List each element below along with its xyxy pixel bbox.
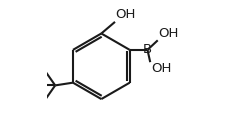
- Text: B: B: [142, 43, 151, 56]
- Text: OH: OH: [150, 62, 170, 75]
- Text: OH: OH: [158, 27, 178, 40]
- Text: OH: OH: [115, 8, 136, 21]
